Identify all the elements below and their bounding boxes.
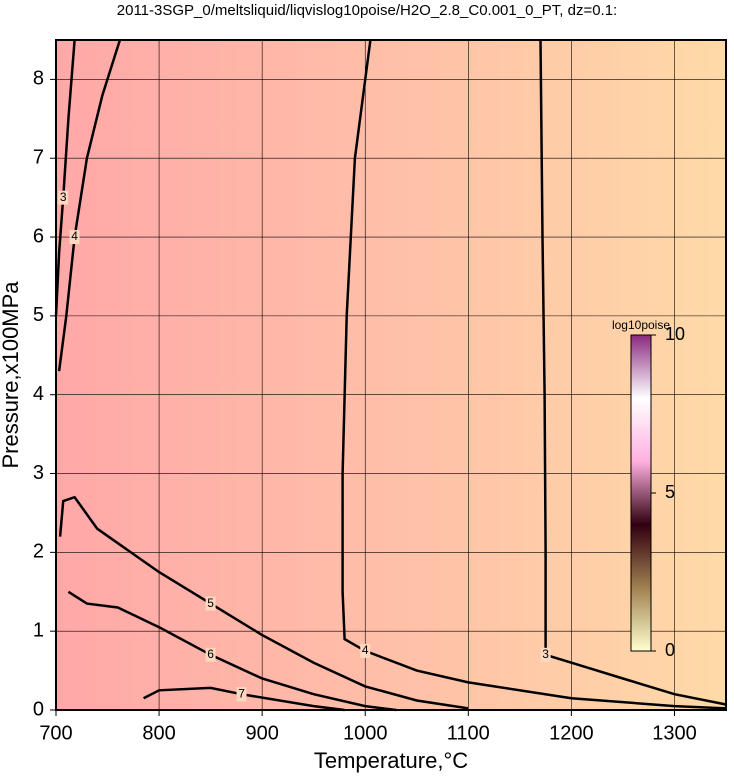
colorbar xyxy=(630,334,652,652)
x-tick-label: 900 xyxy=(245,722,278,744)
contour-label: 7 xyxy=(238,686,245,700)
x-tick-label: 700 xyxy=(39,722,72,744)
contour-label-bg xyxy=(540,647,551,662)
contour-label-bg xyxy=(236,687,247,702)
y-axis-label: Pressure,x100MPa xyxy=(0,281,23,469)
contour-label: 4 xyxy=(362,643,369,657)
x-tick-label: 1300 xyxy=(652,722,697,744)
y-tick-label: 5 xyxy=(33,304,44,326)
y-tick-label: 0 xyxy=(33,698,44,720)
contour-label-bg xyxy=(69,230,80,245)
x-tick-label: 1100 xyxy=(447,722,490,744)
contour-label: 4 xyxy=(71,229,78,243)
y-tick-label: 7 xyxy=(33,147,44,169)
contour-label-bg xyxy=(360,643,371,658)
frame xyxy=(55,39,727,711)
contour-line xyxy=(341,39,727,710)
contour-label: 3 xyxy=(60,190,67,204)
colorbar-label: log10poise xyxy=(612,318,670,332)
y-tick-label: 2 xyxy=(33,541,44,563)
contour-line xyxy=(57,39,122,372)
contour-label-bg xyxy=(205,596,216,611)
chart-title: 2011-3SGP_0/meltsliquid/liqvislog10poise… xyxy=(117,2,617,19)
y-tick-label: 3 xyxy=(33,462,44,484)
contour-label: 5 xyxy=(207,596,214,610)
contour-label-bg xyxy=(58,190,69,205)
contour-label-bg xyxy=(205,647,216,662)
contour-label: 3 xyxy=(542,647,549,661)
contour-line xyxy=(143,686,345,712)
x-tick-label: 1200 xyxy=(549,722,594,744)
contour-label: 6 xyxy=(207,647,214,661)
x-tick-label: 1000 xyxy=(343,722,388,744)
y-tick-label: 1 xyxy=(33,619,44,641)
colorbar-tick-label: 5 xyxy=(665,482,675,502)
colorbar-tick-label: 10 xyxy=(665,324,685,344)
field xyxy=(56,40,726,710)
x-axis-label: Temperature,°C xyxy=(314,748,468,773)
x-tick-label: 800 xyxy=(142,722,175,744)
y-tick-label: 4 xyxy=(33,383,44,405)
y-tick-label: 8 xyxy=(33,68,44,90)
colorbar-tick-label: 0 xyxy=(665,640,675,660)
y-tick-label: 6 xyxy=(33,225,44,247)
